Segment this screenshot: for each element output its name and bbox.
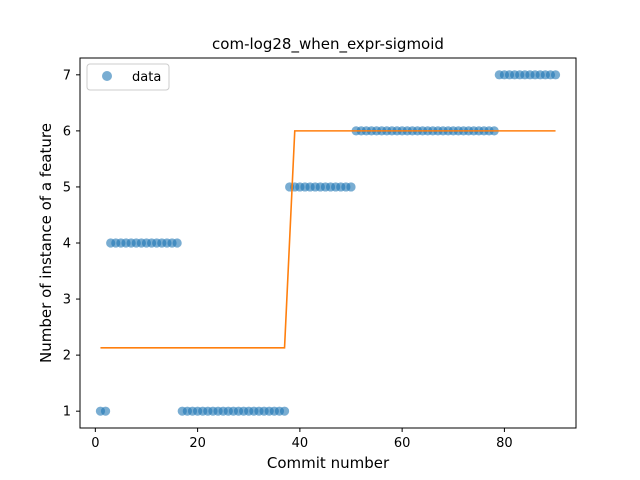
legend-marker — [102, 71, 112, 81]
legend-label: data — [132, 70, 161, 85]
y-tick-label: 6 — [63, 124, 71, 139]
x-tick-label: 0 — [91, 436, 99, 451]
y-tick-label: 1 — [63, 405, 71, 420]
x-tick-label: 80 — [496, 436, 513, 451]
fit-line — [100, 130, 556, 349]
y-axis: 1 2 3 4 5 6 7 — [63, 68, 80, 420]
data-point — [172, 238, 182, 248]
y-tick-label: 4 — [63, 237, 71, 252]
data-point — [279, 406, 290, 416]
chart-title: com-log28_when_expr-sigmoid — [212, 35, 444, 54]
legend: data — [86, 63, 170, 91]
data-point — [550, 70, 561, 80]
plot-area — [95, 70, 561, 416]
x-tick-label: 40 — [292, 436, 309, 451]
y-axis-label: Number of instance of a feature — [37, 123, 55, 363]
legend-box — [86, 63, 170, 91]
y-tick-label: 3 — [63, 293, 71, 308]
x-axis: 0 20 40 60 80 — [91, 428, 513, 451]
x-axis-label: Commit number — [267, 454, 390, 472]
y-tick-label: 2 — [63, 349, 71, 364]
y-tick-label: 7 — [63, 68, 71, 83]
data-point — [346, 182, 356, 192]
x-tick-label: 20 — [189, 436, 206, 451]
y-tick-label: 5 — [63, 180, 71, 195]
x-tick-label: 60 — [394, 436, 411, 451]
data-point — [100, 406, 111, 416]
